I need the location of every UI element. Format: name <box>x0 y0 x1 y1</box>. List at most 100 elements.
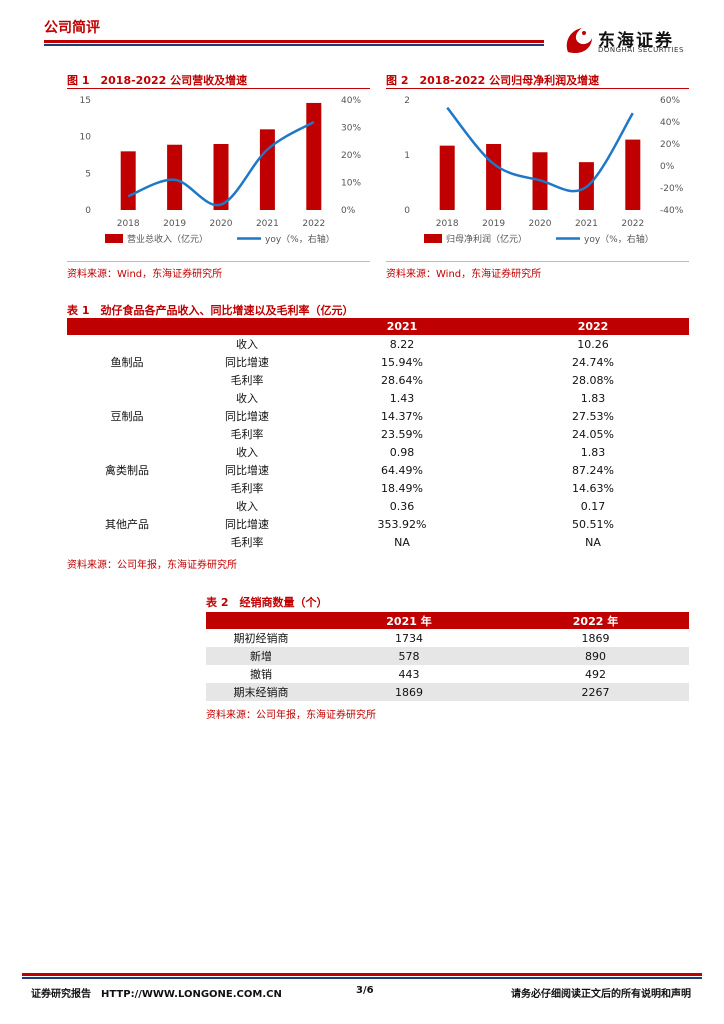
footer-rule <box>22 973 702 976</box>
figure2-chart: 0 1 2 -40% -20% 0% 20% 40% 60% 2018 2019 2020 2021 20… <box>404 96 684 245</box>
bar <box>625 139 641 210</box>
right-tick-label: 40% <box>341 96 361 106</box>
footer-disclaimer: 请务必仔细阅读正文后的所有说明和声明 <box>511 989 691 1000</box>
left-tick-label: 0 <box>85 206 91 216</box>
table2-title: 表 2 经销商数量（个） <box>206 596 328 609</box>
figure1-bottom-rule <box>67 261 370 262</box>
footer-rule-blue <box>22 977 702 979</box>
bar <box>306 102 322 210</box>
header-rule-blue <box>44 44 544 46</box>
table-header-row: 2021 2022 <box>67 318 689 335</box>
category-label: 2018 <box>436 219 459 229</box>
category-label: 2019 <box>482 219 505 229</box>
table-cell: 27.53% <box>572 409 614 423</box>
left-tick-label: 0 <box>404 206 410 216</box>
table-cell: 24.74% <box>572 355 614 369</box>
table2-source: 资料来源：公司年报，东海证券研究所 <box>206 710 376 721</box>
bar <box>439 145 455 210</box>
figure1-title: 图 1 2018-2022 公司营收及增速 <box>67 74 248 87</box>
bar <box>213 144 229 210</box>
legend-bar-swatch <box>105 234 123 243</box>
category-label: 2020 <box>529 219 552 229</box>
figure2-bottom-rule <box>386 261 689 262</box>
table-cell: 1.83 <box>580 391 606 405</box>
table-row: 期初经销商 1734 1869 <box>206 629 689 647</box>
table-cell: 578 <box>316 647 502 665</box>
table-row: 毛利率 28.64% 28.08% <box>67 371 689 389</box>
table-header-cell <box>206 612 316 629</box>
bar <box>120 151 136 210</box>
right-tick-label: 60% <box>660 96 680 106</box>
right-tick-label: -40% <box>660 206 684 216</box>
table-cell: 0.36 <box>389 499 415 513</box>
table-row: 禽类制品 收入 0.98 1.83 <box>67 443 689 478</box>
category-label: 2020 <box>210 219 233 229</box>
left-tick-label: 5 <box>85 169 91 179</box>
metric-label: 收入 <box>236 392 258 405</box>
table-row: 其他产品 收入 0.36 0.17 <box>67 497 689 532</box>
metric-label: 收入 <box>236 500 258 513</box>
figure2-source: 资料来源：Wind，东海证券研究所 <box>386 269 542 280</box>
figure1-rule <box>67 88 370 89</box>
bar <box>167 144 183 210</box>
figure1-chart: 0 5 10 15 0% 10% 20% 30% 40% 2018 2019 2020 2021 2022… <box>80 96 362 245</box>
table-cell: 2267 <box>502 683 689 701</box>
table-row: 同比增速 353.92% 50.51% <box>67 515 689 533</box>
legend-bar-swatch <box>424 234 442 243</box>
table-cell: 18.49% <box>381 481 423 495</box>
metric-label: 毛利率 <box>230 428 264 441</box>
table-cell: 8.22 <box>389 337 415 351</box>
table-row: 毛利率 18.49% 14.63% <box>67 479 689 497</box>
row-label: 期初经销商 <box>233 632 289 645</box>
right-tick-label: 10% <box>341 179 361 189</box>
figure2-rule <box>386 88 689 89</box>
legend-bar-label: 营业总收入（亿元） <box>127 233 208 245</box>
row-label: 期末经销商 <box>206 683 316 701</box>
right-tick-label: 20% <box>341 151 361 161</box>
category-label: 2018 <box>117 219 140 229</box>
table-cell: 890 <box>502 647 689 665</box>
table-cell: 14.37% <box>381 409 423 423</box>
section-title: 公司简评 <box>44 20 100 36</box>
yoy-line <box>446 106 634 193</box>
right-tick-label: -20% <box>660 184 684 194</box>
metric-label: 收入 <box>236 338 258 351</box>
table-row: 撤销 443 492 <box>206 665 689 683</box>
table1-title: 表 1 劲仔食品各产品收入、同比增速以及毛利率（亿元） <box>67 304 354 317</box>
row-label: 新增 <box>206 647 316 665</box>
metric-label: 收入 <box>236 446 258 459</box>
bar <box>259 129 275 210</box>
table-row: 同比增速 64.49% 87.24% <box>67 461 689 479</box>
right-tick-label: 0% <box>660 162 675 172</box>
table-cell: 24.05% <box>572 427 614 441</box>
bar <box>486 144 502 210</box>
table-cell: 492 <box>585 667 606 681</box>
product-category: 其他产品 <box>105 518 149 531</box>
metric-label: 同比增速 <box>225 464 269 477</box>
table-cell: 353.92% <box>377 517 427 531</box>
table-cell: 0.17 <box>580 499 606 513</box>
left-tick-label: 10 <box>80 133 92 143</box>
table-header-cell: 2022 <box>497 318 689 335</box>
left-tick-label: 2 <box>404 96 410 106</box>
table-cell: 23.59% <box>381 427 423 441</box>
metric-label: 毛利率 <box>230 536 264 549</box>
table-cell: 1734 <box>395 631 423 645</box>
table-cell: 10.26 <box>577 337 609 351</box>
category-label: 2021 <box>256 219 279 229</box>
table-cell: 15.94% <box>381 355 423 369</box>
metric-label: 毛利率 <box>230 374 264 387</box>
table-cell: 64.49% <box>381 463 423 477</box>
table-row: 鱼制品 收入 8.22 10.26 <box>67 335 689 370</box>
logo-cn-text: 东海证券 <box>598 31 674 51</box>
metric-label: 同比增速 <box>225 410 269 423</box>
left-tick-label: 15 <box>80 96 91 106</box>
dragon-icon <box>566 28 592 54</box>
right-tick-label: 20% <box>660 140 680 150</box>
table-header-cell: 2021 <box>307 318 497 335</box>
right-tick-label: 0% <box>341 206 356 216</box>
table-row: 新增 578 890 <box>206 647 689 665</box>
table-row: 同比增速 15.94% 24.74% <box>67 353 689 371</box>
metric-label: 同比增速 <box>225 518 269 531</box>
legend-line-label: yoy（%，右轴） <box>265 233 335 245</box>
